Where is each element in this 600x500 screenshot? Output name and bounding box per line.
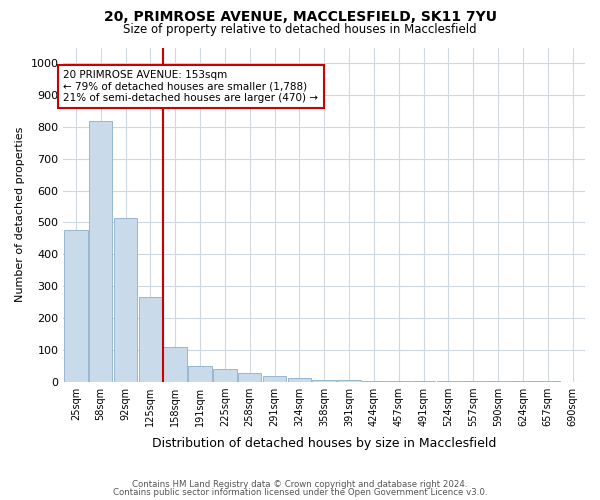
- Bar: [287, 378, 311, 382]
- Bar: [313, 380, 336, 382]
- Y-axis label: Number of detached properties: Number of detached properties: [15, 127, 25, 302]
- Bar: [89, 120, 112, 382]
- Bar: [139, 297, 162, 382]
- Bar: [412, 381, 436, 382]
- Bar: [163, 346, 187, 382]
- Bar: [238, 372, 262, 382]
- Text: Contains public sector information licensed under the Open Government Licence v3: Contains public sector information licen…: [113, 488, 487, 497]
- Text: 20, PRIMROSE AVENUE, MACCLESFIELD, SK11 7YU: 20, PRIMROSE AVENUE, MACCLESFIELD, SK11 …: [104, 10, 497, 24]
- Bar: [263, 376, 286, 382]
- Bar: [337, 380, 361, 382]
- Text: Size of property relative to detached houses in Macclesfield: Size of property relative to detached ho…: [123, 22, 477, 36]
- Bar: [188, 366, 212, 382]
- Bar: [213, 370, 236, 382]
- Text: 20 PRIMROSE AVENUE: 153sqm
← 79% of detached houses are smaller (1,788)
21% of s: 20 PRIMROSE AVENUE: 153sqm ← 79% of deta…: [64, 70, 319, 103]
- Bar: [114, 218, 137, 382]
- Bar: [387, 380, 410, 382]
- Bar: [362, 380, 386, 382]
- X-axis label: Distribution of detached houses by size in Macclesfield: Distribution of detached houses by size …: [152, 437, 496, 450]
- Bar: [64, 230, 88, 382]
- Text: Contains HM Land Registry data © Crown copyright and database right 2024.: Contains HM Land Registry data © Crown c…: [132, 480, 468, 489]
